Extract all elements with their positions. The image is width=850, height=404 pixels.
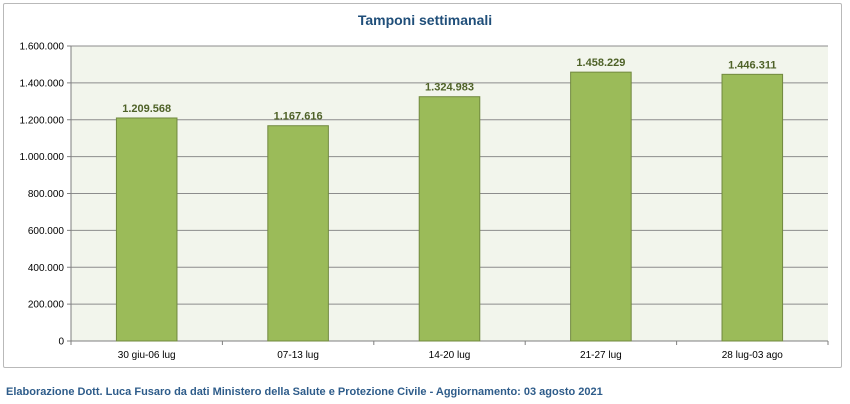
y-tick-label: 1.000.000 [20,152,65,163]
x-tick-label: 14-20 lug [429,350,471,361]
x-tick-label: 30 giu-06 lug [118,350,176,361]
y-tick-label: 1.200.000 [20,115,65,126]
bar [721,73,784,342]
data-label: 1.167.616 [274,111,323,123]
footer-credit: Elaborazione Dott. Luca Fusaro da dati M… [6,386,603,398]
x-tick-label: 28 lug-03 ago [722,350,784,361]
bar [267,125,329,342]
bar [418,96,481,342]
data-label: 1.209.568 [122,103,171,115]
x-tick-label: 07-13 lug [277,350,319,361]
y-tick-label: 0 [58,337,64,348]
data-label: 1.446.311 [728,59,776,71]
data-label: 1.324.983 [425,82,474,94]
y-tick-label: 1.600.000 [20,42,65,53]
y-tick-label: 200.000 [28,300,65,311]
x-tick-label: 21-27 lug [580,350,622,361]
bar [115,117,178,342]
chart-title: Tamponi settimanali [357,12,493,28]
y-tick-label: 400.000 [28,263,65,274]
y-tick-label: 1.400.000 [20,78,65,89]
y-tick-label: 800.000 [28,189,65,200]
data-label: 1.458.229 [576,57,625,69]
bar [570,71,632,342]
y-tick-label: 600.000 [28,226,65,237]
